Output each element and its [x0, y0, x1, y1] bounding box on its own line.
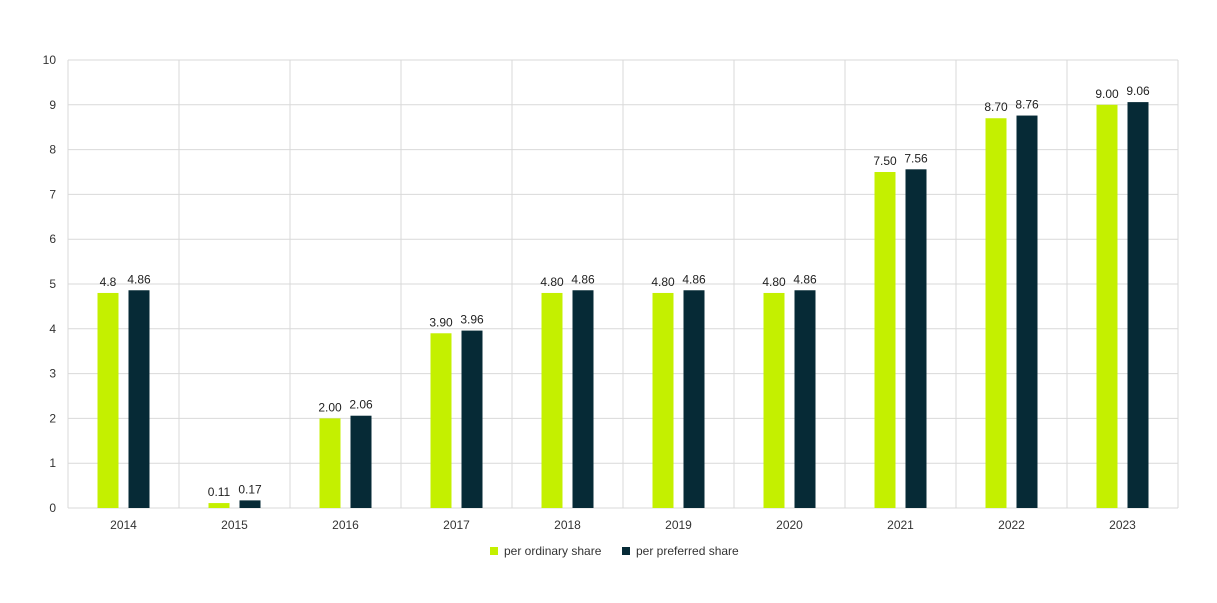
y-tick-label: 0	[49, 501, 56, 515]
data-label-preferred-2015: 0.17	[238, 482, 262, 496]
bars	[97, 102, 1149, 509]
data-label-preferred-2014: 4.86	[127, 272, 151, 286]
legend: per ordinary share per preferred share	[490, 544, 739, 558]
bar-ordinary-2022	[985, 118, 1007, 509]
x-tick-label: 2020	[776, 518, 803, 532]
data-label-ordinary-2019: 4.80	[651, 275, 675, 289]
data-label-ordinary-2020: 4.80	[762, 275, 786, 289]
data-labels: 4.8 4.86 0.11 0.17 2.00 2.06 3.90 3.96 4.80 4.86 4…	[100, 84, 1150, 499]
y-tick-label: 4	[49, 322, 56, 336]
bar-ordinary-2015	[208, 503, 230, 508]
bar-ordinary-2019	[652, 292, 674, 508]
data-label-ordinary-2018: 4.80	[540, 275, 564, 289]
grid	[67, 59, 1179, 509]
data-label-ordinary-2021: 7.50	[873, 154, 897, 168]
bar-ordinary-2021	[874, 172, 896, 508]
bar-preferred-2022	[1016, 115, 1038, 508]
legend-label-preferred: per preferred share	[636, 544, 739, 558]
y-tick-label: 7	[49, 187, 56, 201]
y-tick-label: 6	[49, 232, 56, 246]
bar-preferred-2016	[350, 415, 372, 508]
data-label-preferred-2017: 3.96	[460, 313, 484, 327]
data-label-preferred-2019: 4.86	[682, 272, 706, 286]
bar-preferred-2017	[461, 330, 483, 508]
y-tick-label: 5	[49, 277, 56, 291]
bar-ordinary-2023	[1096, 104, 1118, 509]
y-tick-label: 3	[49, 367, 56, 381]
bar-ordinary-2017	[430, 333, 452, 508]
x-axis: 2014 2015 2016 2017 2018 2019 2020 2021 2022 2023	[110, 518, 1136, 532]
data-label-ordinary-2017: 3.90	[429, 315, 453, 329]
y-tick-label: 9	[49, 98, 56, 112]
y-tick-label: 2	[49, 411, 56, 425]
bar-preferred-2020	[794, 290, 816, 508]
data-label-ordinary-2022: 8.70	[984, 100, 1008, 114]
x-tick-label: 2017	[443, 518, 470, 532]
y-tick-label: 1	[49, 456, 56, 470]
data-label-preferred-2023: 9.06	[1126, 84, 1150, 98]
bar-preferred-2021	[905, 169, 927, 508]
x-tick-label: 2014	[110, 518, 137, 532]
x-tick-label: 2015	[221, 518, 248, 532]
bar-preferred-2019	[683, 290, 705, 508]
bar-preferred-2015	[239, 500, 261, 508]
data-label-preferred-2018: 4.86	[571, 272, 595, 286]
y-axis: 0 1 2 3 4 5 6 7 8 9 10	[43, 53, 57, 515]
legend-swatch-preferred	[622, 547, 630, 555]
y-tick-label: 8	[49, 143, 56, 157]
data-label-ordinary-2016: 2.00	[318, 400, 342, 414]
data-label-preferred-2016: 2.06	[349, 398, 373, 412]
legend-swatch-ordinary	[490, 547, 498, 555]
bar-preferred-2014	[128, 290, 150, 508]
data-label-preferred-2022: 8.76	[1015, 98, 1039, 112]
data-label-ordinary-2014: 4.8	[100, 275, 117, 289]
x-tick-label: 2019	[665, 518, 692, 532]
bar-ordinary-2014	[97, 292, 119, 508]
x-tick-label: 2021	[887, 518, 914, 532]
bar-preferred-2023	[1127, 102, 1149, 508]
data-label-ordinary-2023: 9.00	[1095, 87, 1119, 101]
x-tick-label: 2023	[1109, 518, 1136, 532]
data-label-preferred-2021: 7.56	[904, 151, 928, 165]
bar-preferred-2018	[572, 290, 594, 508]
bar-ordinary-2020	[763, 292, 785, 508]
x-tick-label: 2022	[998, 518, 1025, 532]
bar-ordinary-2018	[541, 292, 563, 508]
y-tick-label: 10	[43, 53, 57, 67]
data-label-preferred-2020: 4.86	[793, 272, 817, 286]
data-label-ordinary-2015: 0.11	[208, 485, 231, 499]
x-tick-label: 2018	[554, 518, 581, 532]
legend-label-ordinary: per ordinary share	[504, 544, 602, 558]
bar-ordinary-2016	[319, 418, 341, 508]
x-tick-label: 2016	[332, 518, 359, 532]
